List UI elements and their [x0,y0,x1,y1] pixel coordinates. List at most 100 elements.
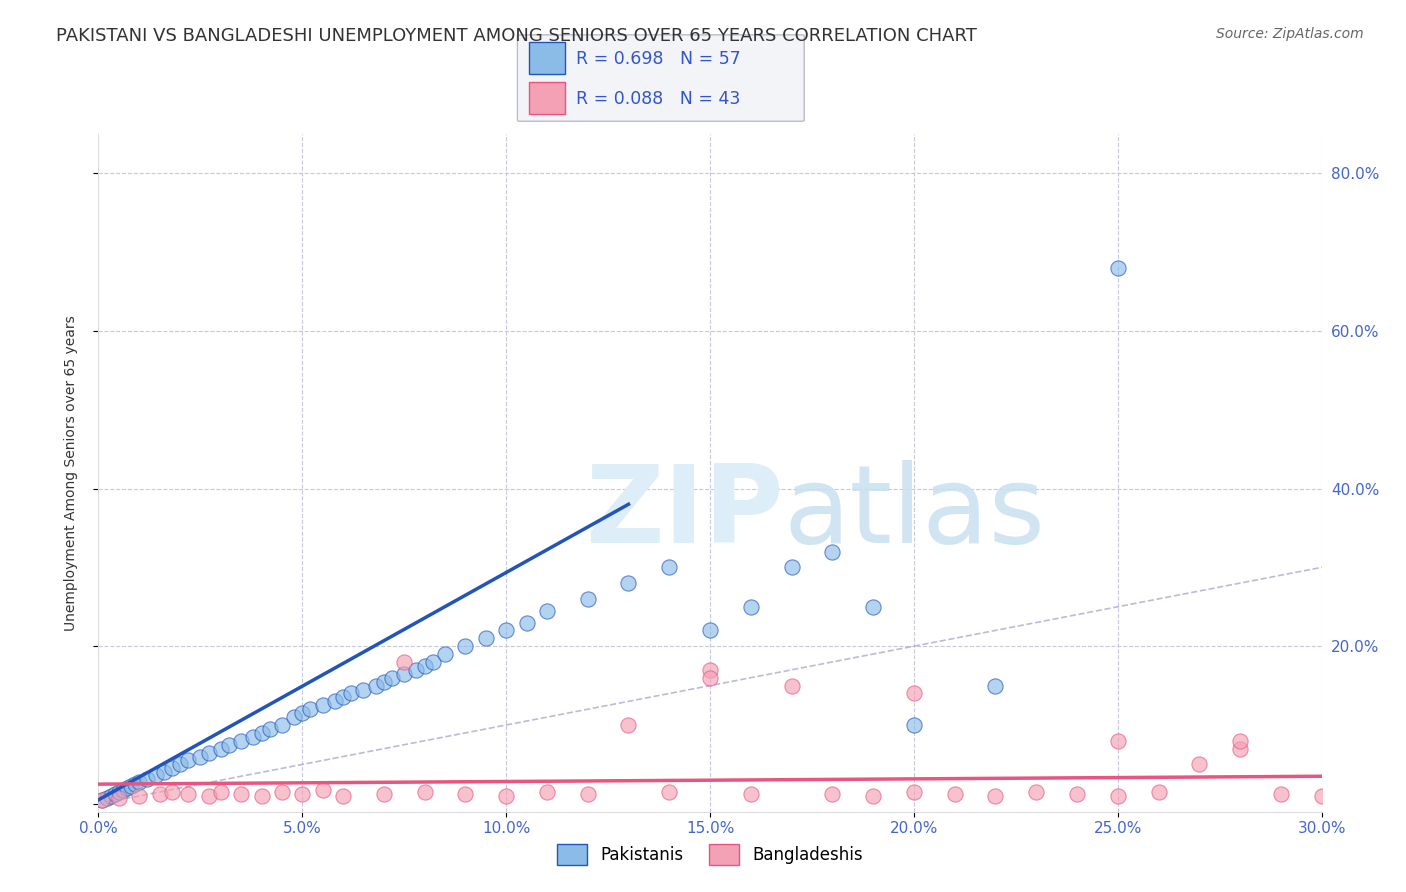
Point [516,615,538,630]
Point [332,789,354,803]
Point [576,788,599,802]
Point [100,789,122,803]
Point [780,679,803,693]
Point [270,718,294,732]
Point [120,780,142,794]
Y-axis label: Unemployment Among Seniors over 65 years: Unemployment Among Seniors over 65 years [63,315,77,631]
Point [115,780,138,795]
Point [617,576,640,591]
Point [373,788,395,802]
Point [340,686,363,700]
Point [177,788,200,802]
Point [96,790,118,805]
Point [392,666,416,681]
Point [862,789,884,803]
Point [1066,788,1088,802]
Point [422,655,444,669]
Point [242,730,264,744]
Point [291,788,314,802]
Text: Source: ZipAtlas.com: Source: ZipAtlas.com [1216,27,1364,41]
Point [299,702,322,716]
Point [1229,741,1251,756]
Point [188,749,212,764]
Point [124,777,146,791]
Point [1107,789,1129,803]
Point [149,788,172,802]
Point [145,768,167,782]
Point [536,604,558,618]
Point [381,671,404,685]
Point [209,785,232,799]
Point [413,659,436,673]
Point [283,710,305,724]
Point [231,788,253,802]
Point [821,544,844,558]
Point [699,663,721,677]
Point [413,785,436,799]
Point [699,671,721,685]
Point [862,599,884,614]
Point [312,698,335,713]
Point [576,591,599,606]
Point [364,679,387,693]
Point [658,560,681,574]
Point [495,789,517,803]
Point [405,663,427,677]
Point [1025,785,1047,799]
Point [1107,260,1129,275]
Point [91,793,114,807]
Point [177,754,200,768]
Text: ZIP: ZIP [585,460,783,566]
Point [104,788,127,802]
Point [780,560,803,574]
Point [91,793,114,807]
Point [373,674,395,689]
Point [903,686,925,700]
Point [332,690,354,705]
Point [218,738,240,752]
Point [943,788,966,802]
Point [250,789,273,803]
Point [259,722,281,736]
Point [984,789,1007,803]
Text: atlas: atlas [783,460,1046,566]
Point [454,788,477,802]
FancyBboxPatch shape [517,35,804,121]
Point [1270,788,1292,802]
Point [536,785,558,799]
Point [699,624,721,638]
Point [474,632,498,646]
Point [312,783,335,797]
Point [495,624,517,638]
Point [111,782,134,797]
Point [108,785,131,799]
Point [434,647,457,661]
Point [152,765,174,780]
Point [1229,733,1251,747]
Point [323,694,346,708]
Bar [529,82,565,114]
Point [1147,785,1170,799]
Point [658,785,681,799]
Point [1188,757,1211,772]
Point [128,789,150,803]
Point [197,746,219,760]
Point [352,682,374,697]
Point [984,679,1007,693]
Point [231,733,253,747]
Point [617,718,640,732]
Point [136,772,159,786]
Point [740,788,762,802]
Point [250,726,273,740]
Point [1107,733,1129,747]
Point [160,785,183,799]
Point [821,788,844,802]
Point [291,706,314,721]
Point [454,639,477,653]
Point [169,757,191,772]
Bar [529,42,565,74]
Point [108,790,131,805]
Point [903,785,925,799]
Point [197,789,219,803]
Point [1310,789,1333,803]
